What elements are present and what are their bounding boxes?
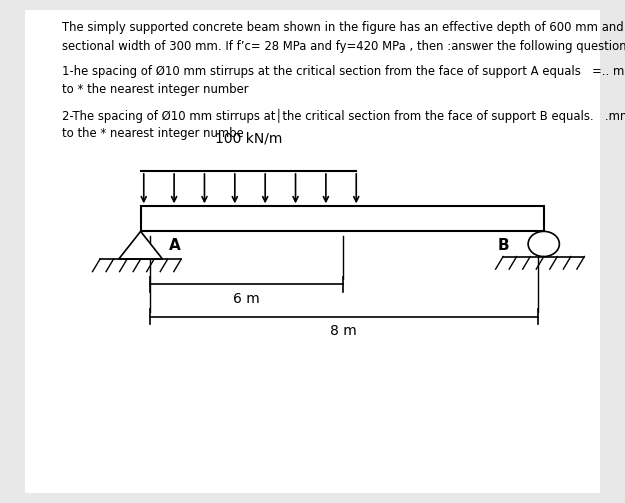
Text: 6 m: 6 m [233,292,259,306]
Circle shape [528,231,559,257]
Text: to * the nearest integer number: to * the nearest integer number [62,83,249,97]
Text: sectional width of 300 mm. If f’c= 28 MPa and fy=420 MPa , then :answer the foll: sectional width of 300 mm. If f’c= 28 MP… [62,40,625,53]
Text: 100 kN/m: 100 kN/m [215,132,282,146]
Text: 8 m: 8 m [331,324,357,339]
Text: to the * nearest integer numbe: to the * nearest integer numbe [62,127,244,140]
Text: The simply supported concrete beam shown in the figure has an effective depth of: The simply supported concrete beam shown… [62,21,625,34]
Bar [141,206,544,231]
Polygon shape [119,231,162,259]
Text: B: B [498,238,509,253]
Text: 1-he spacing of Ø10 mm stirrups at the critical section from the face of support: 1-he spacing of Ø10 mm stirrups at the c… [62,65,625,78]
Text: A: A [169,238,181,253]
Text: 2-The spacing of Ø10 mm stirrups at│the critical section from the face of suppor: 2-The spacing of Ø10 mm stirrups at│the … [62,109,625,123]
